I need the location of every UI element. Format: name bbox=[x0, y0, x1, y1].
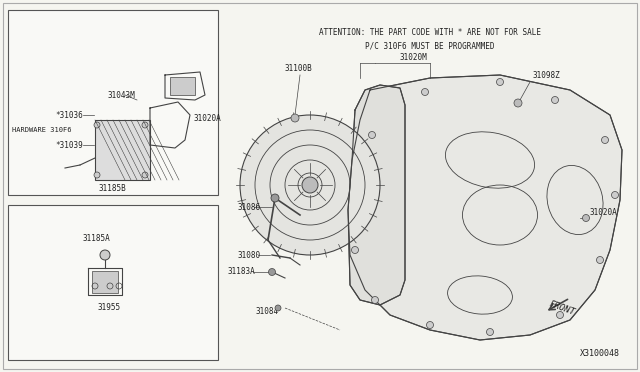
Text: 31080: 31080 bbox=[238, 250, 261, 260]
Text: FRONT: FRONT bbox=[548, 299, 577, 317]
Bar bbox=[8, 10, 218, 195]
Polygon shape bbox=[348, 75, 622, 340]
Circle shape bbox=[426, 321, 433, 328]
Text: 31020M: 31020M bbox=[400, 52, 428, 61]
Circle shape bbox=[369, 131, 376, 138]
Circle shape bbox=[422, 89, 429, 96]
Bar bbox=[8, 205, 218, 360]
Circle shape bbox=[611, 192, 618, 199]
Bar bbox=[170, 77, 195, 95]
Text: 31100B: 31100B bbox=[285, 64, 313, 73]
Circle shape bbox=[557, 311, 563, 318]
Text: ATTENTION: THE PART CODE WITH * ARE NOT FOR SALE
P/C 310F6 MUST BE PROGRAMMED: ATTENTION: THE PART CODE WITH * ARE NOT … bbox=[319, 28, 541, 50]
Text: 31185A: 31185A bbox=[82, 234, 109, 243]
Text: 31020A: 31020A bbox=[193, 113, 221, 122]
Bar bbox=[92, 271, 118, 293]
Text: 31086: 31086 bbox=[238, 202, 261, 212]
Circle shape bbox=[582, 215, 589, 221]
Circle shape bbox=[514, 99, 522, 107]
Circle shape bbox=[596, 257, 604, 263]
Circle shape bbox=[302, 177, 318, 193]
Text: 31098Z: 31098Z bbox=[533, 71, 561, 80]
Circle shape bbox=[371, 296, 378, 304]
Circle shape bbox=[142, 172, 148, 178]
Text: *31036: *31036 bbox=[55, 110, 83, 119]
Text: 31084: 31084 bbox=[255, 308, 278, 317]
Circle shape bbox=[142, 122, 148, 128]
Circle shape bbox=[271, 194, 279, 202]
Circle shape bbox=[100, 250, 110, 260]
Text: 31020A: 31020A bbox=[590, 208, 618, 217]
Text: X3100048: X3100048 bbox=[580, 349, 620, 358]
Text: 31043M: 31043M bbox=[107, 90, 135, 99]
Circle shape bbox=[552, 96, 559, 103]
Circle shape bbox=[602, 137, 609, 144]
Circle shape bbox=[275, 305, 281, 311]
Circle shape bbox=[486, 328, 493, 336]
Polygon shape bbox=[348, 85, 405, 305]
Circle shape bbox=[351, 247, 358, 253]
Circle shape bbox=[240, 115, 380, 255]
Circle shape bbox=[94, 172, 100, 178]
Text: *31039: *31039 bbox=[55, 141, 83, 150]
Circle shape bbox=[497, 78, 504, 86]
Text: HARDWARE 310F6: HARDWARE 310F6 bbox=[12, 127, 72, 133]
Bar bbox=[95, 120, 150, 180]
Text: 31183A: 31183A bbox=[228, 267, 256, 276]
Circle shape bbox=[94, 122, 100, 128]
Text: 31185B: 31185B bbox=[98, 183, 125, 192]
Circle shape bbox=[291, 114, 299, 122]
Text: 31955: 31955 bbox=[97, 304, 120, 312]
Circle shape bbox=[269, 269, 275, 276]
